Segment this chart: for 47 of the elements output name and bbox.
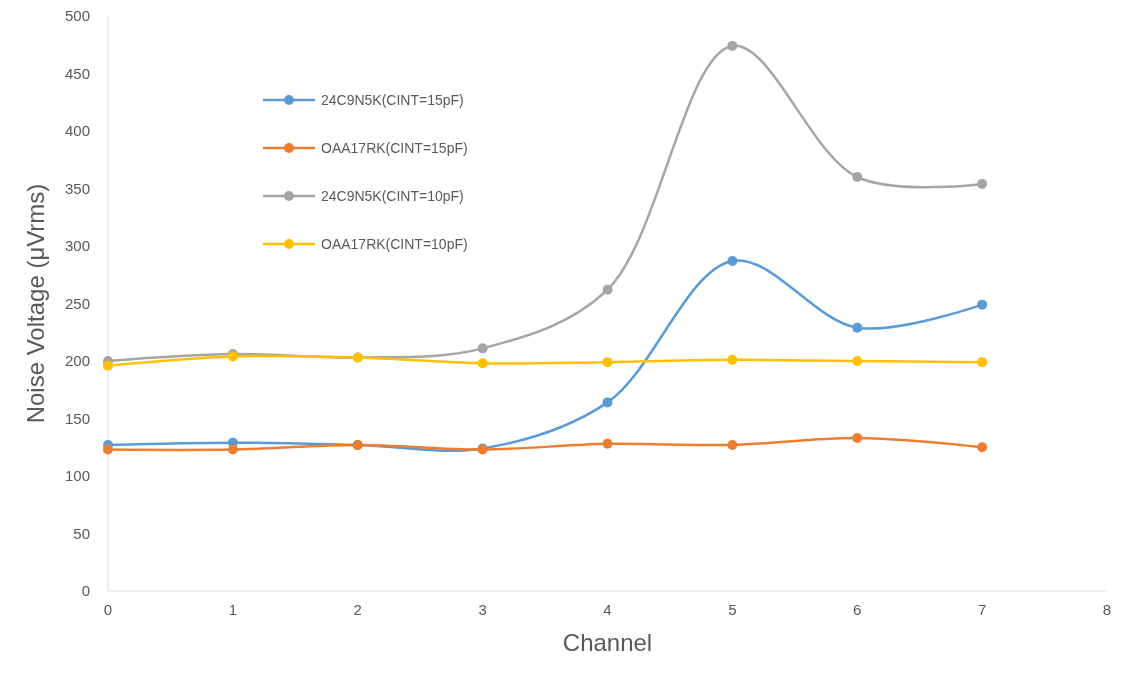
point (977, 442, 988, 453)
point (727, 255, 738, 266)
point (103, 444, 113, 455)
x-tick-label: 2 (353, 601, 362, 618)
y-tick-label: 350 (64, 179, 90, 197)
legend-label: 24C9N5K(CINT=10pF) (321, 187, 464, 204)
x-tick-label: 1 (228, 601, 238, 618)
point (852, 172, 863, 182)
x-tick-label: 4 (603, 601, 612, 618)
point (852, 322, 863, 333)
x-tick-label: 3 (478, 601, 487, 618)
point (477, 343, 488, 354)
legend-label: OAA17RK(CINT=15pF) (321, 139, 468, 156)
x-tick-label: 0 (103, 601, 113, 618)
y-tick-label: 500 (64, 7, 90, 25)
point (602, 397, 613, 408)
point (852, 356, 863, 366)
y-tick-label: 400 (64, 122, 90, 140)
point (103, 360, 113, 371)
point (727, 40, 738, 51)
x-tick-label: 6 (853, 601, 862, 618)
x-axis-title: Channel (562, 629, 653, 656)
point (602, 438, 613, 449)
legend-label: OAA17RK(CINT=10pF) (321, 235, 468, 252)
point (602, 357, 613, 368)
y-tick-label: 450 (64, 64, 90, 82)
point (977, 357, 988, 368)
y-tick-label: 50 (73, 524, 90, 542)
point (602, 284, 613, 295)
point (977, 299, 988, 310)
point (727, 354, 738, 365)
y-tick-label: 0 (81, 582, 90, 600)
x-tick-label: 5 (728, 601, 737, 618)
y-tick-label: 150 (64, 409, 90, 427)
x-tick-label: 7 (977, 601, 987, 618)
legend-label: 24C9N5K(CINT=15pF) (321, 91, 464, 108)
y-tick-label: 300 (64, 237, 90, 255)
point (227, 444, 238, 455)
point (727, 439, 738, 450)
y-tick-label: 250 (64, 294, 90, 312)
point (477, 358, 488, 369)
point (852, 433, 863, 444)
y-tick-label: 200 (64, 352, 90, 370)
y-axis-title: Noise Voltage (μVrms) (22, 183, 49, 424)
x-tick-label: 8 (1102, 601, 1112, 618)
point (977, 178, 988, 189)
y-tick-label: 100 (64, 467, 90, 485)
